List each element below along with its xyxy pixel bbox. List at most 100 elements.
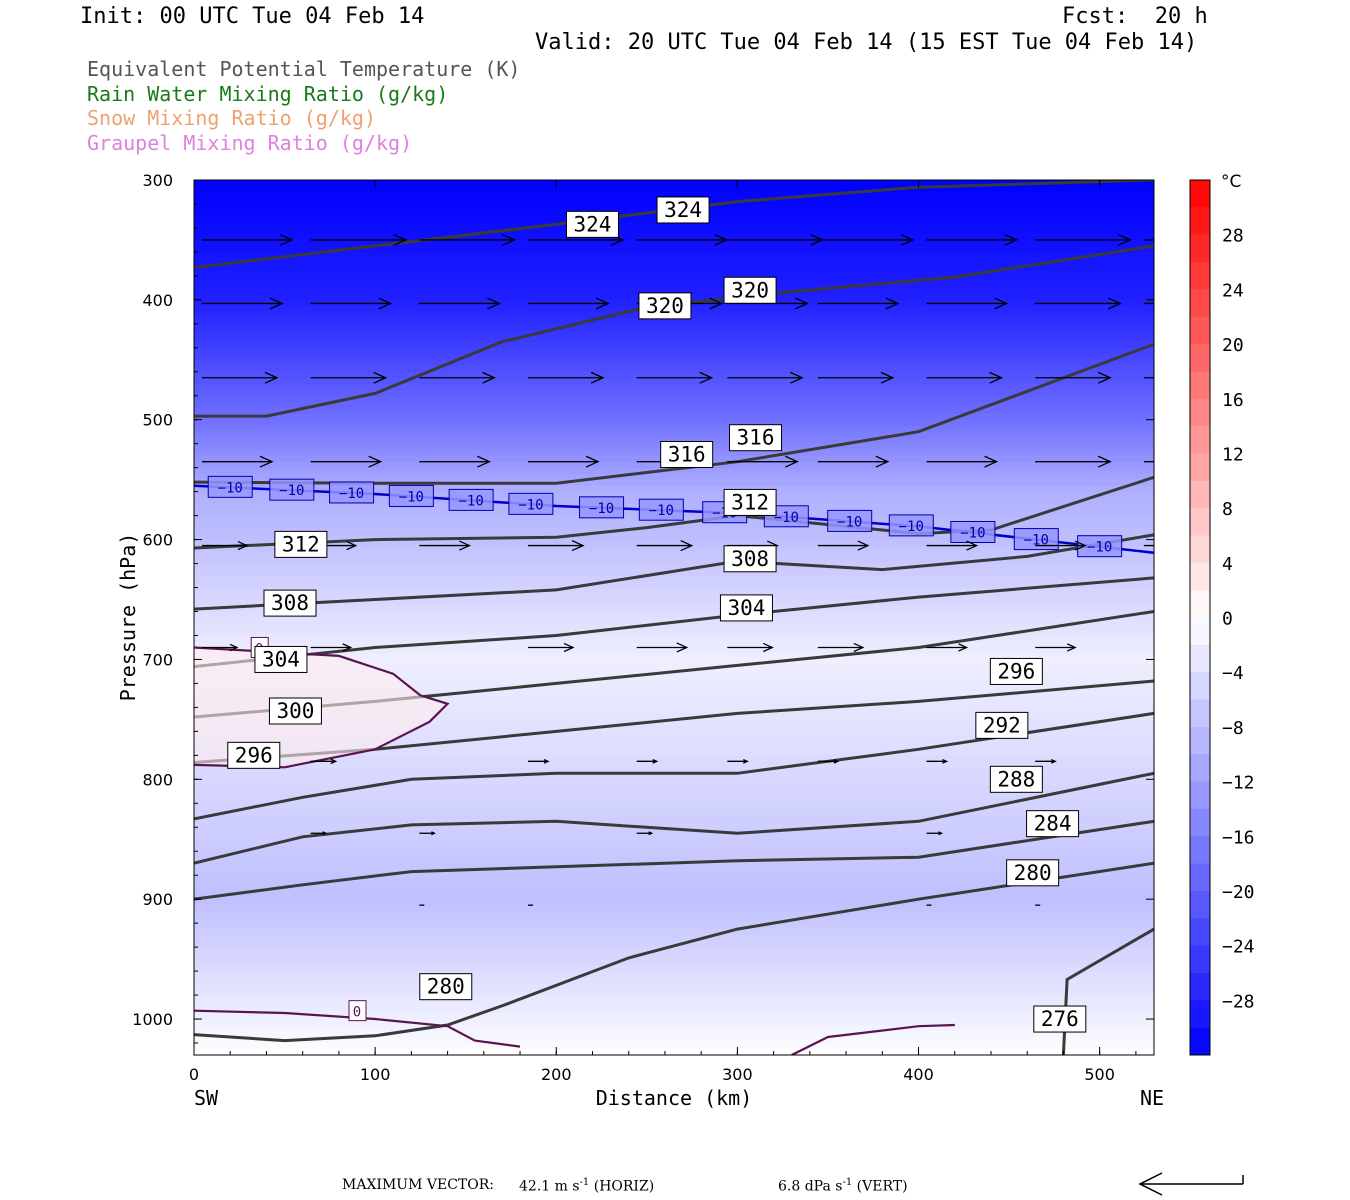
wind-vector [1035, 758, 1057, 764]
wind-vector [1035, 233, 1132, 246]
y-tick-label: 600 [142, 531, 173, 550]
isotherm-label: −10 [774, 510, 799, 526]
shade-band [194, 377, 1154, 385]
shade-band [194, 473, 1154, 481]
theta-e-label: 312 [282, 532, 320, 556]
theta-e-label-box [975, 711, 1029, 739]
shade-band [194, 911, 1154, 918]
wind-vector [202, 371, 279, 384]
theta-e-label: 280 [427, 975, 465, 999]
wind-vector [1035, 540, 1087, 551]
isotherm-label-box [388, 484, 434, 507]
colorbar-bin [1190, 398, 1210, 427]
colorbar-bin [1190, 590, 1210, 618]
shade-band [194, 779, 1154, 786]
shade-band [194, 383, 1154, 391]
shade-band [194, 689, 1154, 697]
colorbar-tick-label: −20 [1222, 882, 1255, 903]
shade-band [194, 893, 1154, 900]
wind-vector [926, 758, 949, 764]
shade-band [194, 569, 1154, 577]
shade-band [194, 857, 1154, 864]
shade-band [194, 731, 1154, 738]
shade-band [194, 605, 1154, 613]
isotherm-label-box [508, 492, 554, 515]
theta-e-label: 312 [731, 490, 769, 514]
wind-vector [1035, 455, 1112, 468]
shade-band [194, 593, 1154, 601]
isotherm-label-box [207, 475, 253, 498]
wind-vector [926, 831, 944, 836]
colorbar-tick-label: 20 [1222, 335, 1244, 356]
shade-band [194, 527, 1154, 535]
colorbar-tick-label: 4 [1222, 554, 1233, 575]
colorbar-bin [1190, 672, 1210, 701]
wind-vector [1035, 643, 1077, 652]
isotherm-label-box [888, 514, 934, 537]
x-tick-label: 400 [903, 1065, 934, 1084]
shade-band [194, 221, 1154, 229]
y-tick-label: 300 [142, 171, 173, 190]
x-tick-label: 100 [360, 1065, 391, 1084]
colorbar-bin [1190, 1027, 1210, 1056]
shade-band [194, 965, 1154, 972]
shade-band [194, 1031, 1154, 1038]
shade-band [194, 395, 1154, 403]
max-vector-horiz: 42.1 m s-1 (HORIZ) [519, 1177, 655, 1195]
shade-band [194, 821, 1154, 828]
y-tick-label: 700 [142, 650, 173, 669]
colorbar-bin [1190, 262, 1210, 290]
isotherm-label-box [827, 509, 873, 532]
legend-snow: Snow Mixing Ratio (g/kg) [87, 106, 376, 130]
shade-band [194, 353, 1154, 361]
theta-e-label: 308 [731, 547, 769, 571]
shade-band [194, 659, 1154, 667]
shade-band [194, 695, 1154, 703]
wind-vector [528, 758, 550, 764]
shade-band [194, 641, 1154, 649]
shade-band [194, 563, 1154, 571]
forecast-hour: Fcst: 20 h [1062, 4, 1208, 29]
theta-e-label-box [638, 292, 692, 320]
shade-band [194, 935, 1154, 942]
theta-e-label-box [989, 765, 1043, 793]
shade-band [194, 869, 1154, 876]
shade-band [194, 180, 1154, 187]
colorbar-bin [1190, 207, 1210, 236]
shade-band [194, 719, 1154, 726]
wind-vector [636, 642, 689, 653]
colorbar-tick-label: 16 [1222, 390, 1244, 411]
theta-e-contour-320 [194, 244, 1154, 418]
shade-band [194, 665, 1154, 673]
shade-band [194, 1037, 1154, 1044]
wind-vector [419, 297, 501, 310]
theta-e-label: 292 [983, 713, 1021, 737]
colorbar-bin [1190, 289, 1210, 318]
shade-band [194, 581, 1154, 589]
shade-band [194, 623, 1154, 631]
theta-e-label-box [723, 276, 777, 304]
wind-vector [202, 643, 239, 652]
colorbar-tick-label: −16 [1222, 827, 1255, 848]
shade-band [194, 365, 1154, 373]
shade-band [194, 635, 1154, 643]
shade-band [194, 611, 1154, 619]
shade-band [194, 725, 1154, 732]
zero-isotherm [194, 1009, 521, 1048]
colorbar-tick-label: 12 [1222, 444, 1244, 465]
wind-vector [310, 758, 338, 765]
wind-vector [926, 233, 1019, 246]
colorbar-bin [1190, 836, 1210, 865]
theta-e-label: 316 [668, 442, 706, 466]
wind-vector [727, 758, 749, 764]
wind-vector [727, 455, 799, 468]
theta-e-label: 304 [262, 647, 300, 671]
shade-band [194, 233, 1154, 241]
isotherm-label: −10 [399, 489, 424, 505]
wind-vector [926, 371, 1004, 384]
shade-band [194, 491, 1154, 499]
shade-band [194, 425, 1154, 433]
isotherm-label: −10 [458, 493, 483, 509]
isotherm-label-box [579, 496, 625, 519]
